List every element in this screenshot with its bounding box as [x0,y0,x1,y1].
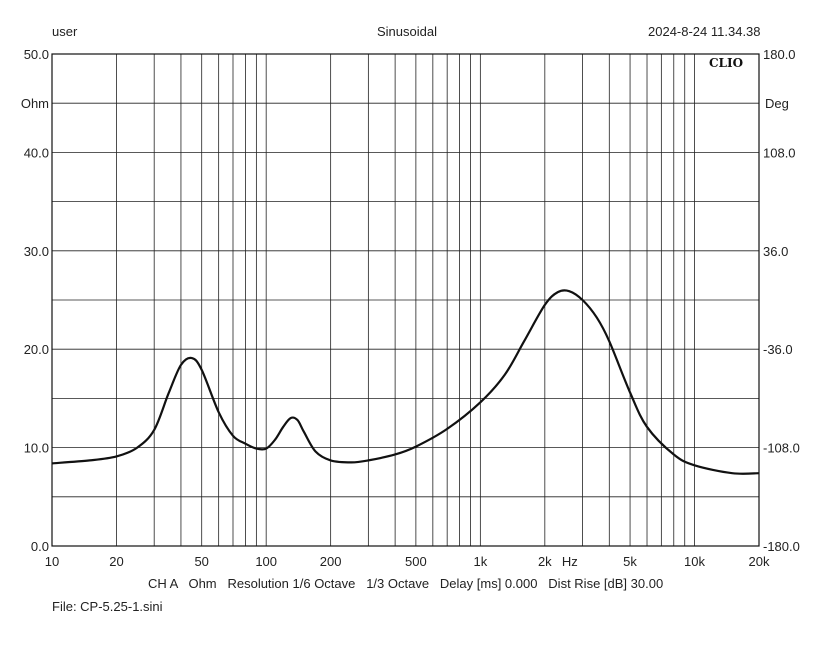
plot-frame [51,53,760,547]
y2-tick-label: -108.0 [763,441,800,456]
y-axis-label: Ohm [21,96,49,111]
y2-tick-label: 36.0 [763,244,788,259]
x-tick-label: 10k [684,554,705,569]
x-tick-label: 100 [255,554,277,569]
file-name: File: CP-5.25-1.sini [52,599,163,614]
x-tick-label: 20 [109,554,123,569]
y2-axis-label: Deg [765,96,789,111]
y2-tick-label: 180.0 [763,47,796,62]
measurement-settings: CH A Ohm Resolution 1/6 Octave 1/3 Octav… [148,576,664,591]
y-tick-label: 50.0 [24,47,49,62]
x-tick-label: 2k [538,554,552,569]
y-tick-label: 10.0 [24,441,49,456]
y2-tick-label: 108.0 [763,145,796,160]
clio-logo: CLIO [709,56,743,70]
x-tick-label: 5k [623,554,637,569]
impedance-series-line [51,289,760,475]
x-tick-label: 1k [473,554,487,569]
user-label: user [52,24,78,39]
measurement-mode: Sinusoidal [377,24,437,39]
x-tick-label: 10 [45,554,59,569]
x-tick-label: 50 [194,554,208,569]
y2-tick-label: -36.0 [763,342,793,357]
y-tick-label: 0.0 [31,539,49,554]
timestamp: 2024-8-24 11.34.38 [648,24,761,39]
x-tick-label: 500 [405,554,427,569]
x-tick-label: 200 [320,554,342,569]
x-axis-unit: Hz [562,554,578,569]
y-tick-label: 40.0 [24,145,49,160]
x-tick-label: 20k [749,554,770,569]
y-tick-label: 20.0 [24,342,49,357]
y2-tick-label: -180.0 [763,539,800,554]
y-tick-label: 30.0 [24,244,49,259]
